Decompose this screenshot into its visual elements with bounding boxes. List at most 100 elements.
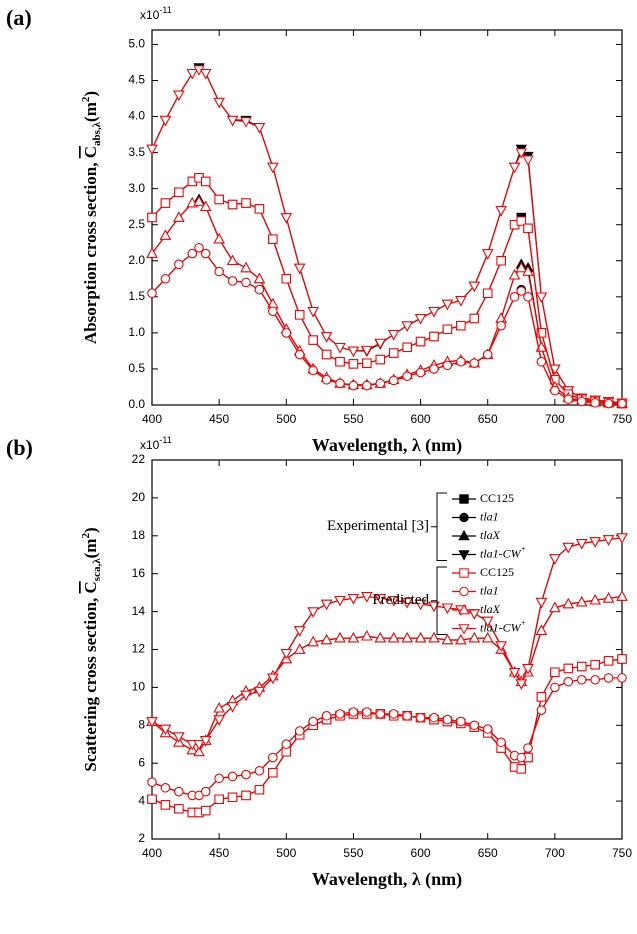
marker: [508, 269, 521, 280]
legend-name: tla1-CW: [480, 546, 522, 560]
x-tick-label: 600: [411, 846, 431, 860]
marker: [495, 641, 507, 652]
marker: [281, 328, 291, 338]
legend-name: tlaX: [480, 602, 501, 616]
marker: [334, 343, 346, 354]
y-axis-title-close: ): [81, 91, 100, 97]
y-tick-label: 16: [132, 566, 146, 580]
x-tick-label: 650: [478, 412, 498, 426]
marker: [523, 223, 533, 234]
legend-marker: [459, 568, 469, 578]
y-tick-label: 20: [132, 490, 146, 504]
marker: [516, 752, 526, 763]
legend-bracket: [436, 566, 447, 635]
marker: [496, 737, 506, 748]
marker: [361, 345, 373, 357]
y-tick-label: 2.5: [128, 217, 145, 231]
y-axis-title-symbol: C: [81, 581, 100, 593]
y-tick-label: 1.0: [128, 325, 145, 339]
y-tick-label: 10: [132, 680, 146, 694]
marker: [616, 533, 628, 544]
marker: [254, 785, 265, 795]
y-axis-title: Absorption cross section, Cabs,λ(m2): [80, 91, 103, 344]
marker: [516, 764, 526, 774]
marker: [173, 90, 185, 101]
legend-label: tla1: [480, 583, 499, 597]
marker: [214, 194, 224, 205]
marker: [348, 380, 359, 391]
x-tick-label: 750: [612, 412, 632, 426]
marker: [281, 274, 291, 284]
marker: [147, 777, 157, 787]
legend-name: CC125: [480, 565, 514, 579]
marker: [482, 632, 494, 643]
marker: [469, 720, 479, 730]
marker: [456, 357, 466, 367]
y-axis-title-text: Absorption cross section,: [81, 158, 100, 344]
marker: [468, 632, 480, 643]
marker: [213, 702, 225, 713]
y-axis-title-sub: sca,λ: [91, 558, 103, 581]
legend-group-title: Experimental [3]: [327, 518, 429, 534]
marker: [414, 314, 427, 325]
marker: [402, 342, 412, 353]
marker: [388, 595, 400, 607]
marker: [375, 354, 385, 365]
legend-name: tla1-CW: [480, 620, 522, 634]
marker: [159, 229, 172, 240]
marker: [550, 385, 560, 396]
y-tick-label: 3.5: [128, 145, 145, 159]
marker: [509, 292, 520, 302]
legend-label: tla1: [480, 509, 499, 523]
marker: [576, 539, 588, 550]
y-tick-label: 3.0: [128, 181, 145, 195]
marker: [253, 123, 266, 134]
marker: [389, 348, 399, 358]
marker: [536, 692, 547, 702]
marker: [469, 313, 479, 324]
y-multiplier: x10-11: [140, 5, 172, 22]
y-multiplier-base: x10: [140, 438, 160, 452]
marker: [294, 643, 306, 654]
y-multiplier-exp: -11: [159, 435, 171, 445]
marker: [268, 752, 278, 763]
y-multiplier-base: x10: [140, 8, 160, 22]
marker: [577, 396, 587, 407]
x-tick-label: 550: [343, 846, 363, 860]
y-axis-title-unit: (m: [81, 539, 100, 559]
marker: [456, 320, 466, 331]
marker: [469, 358, 479, 368]
marker: [589, 537, 601, 548]
marker: [214, 794, 224, 804]
marker: [320, 332, 333, 343]
marker: [563, 394, 573, 404]
x-tick-label: 400: [142, 412, 162, 426]
marker: [603, 398, 614, 409]
panel-label: (a): [6, 5, 32, 30]
marker: [536, 705, 547, 715]
marker: [563, 663, 573, 674]
marker: [226, 115, 239, 127]
legend-label: tlaX: [480, 602, 501, 616]
marker: [482, 249, 494, 260]
marker: [335, 357, 345, 367]
marker: [320, 599, 333, 611]
marker: [428, 601, 440, 612]
marker: [307, 306, 319, 318]
marker: [146, 717, 158, 728]
marker: [388, 632, 400, 643]
marker: [536, 328, 547, 338]
marker: [429, 364, 439, 374]
y-tick-label: 4.5: [128, 73, 145, 87]
marker: [347, 594, 360, 605]
marker: [348, 359, 359, 369]
marker: [523, 292, 533, 302]
marker: [280, 213, 292, 224]
marker: [617, 673, 627, 683]
legend-marker: [458, 550, 470, 561]
marker: [483, 349, 493, 360]
marker: [307, 607, 319, 618]
legend-name: tlaX: [480, 528, 501, 542]
marker: [456, 716, 466, 727]
x-tick-label: 500: [276, 846, 296, 860]
